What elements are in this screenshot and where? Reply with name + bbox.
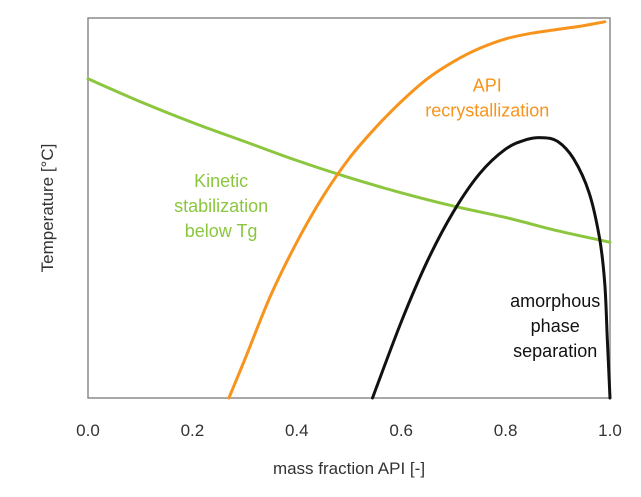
series-line-0 xyxy=(86,77,612,244)
series-line-1 xyxy=(227,20,607,400)
annotation-2-line-1: phase xyxy=(531,316,580,336)
annotation-2-line-0: amorphous xyxy=(510,291,600,311)
x-tick-label: 0.6 xyxy=(389,421,413,440)
x-tick-labels: 0.0 0.2 0.4 0.6 0.8 1.0 xyxy=(76,421,622,440)
x-tick-label: 0.0 xyxy=(76,421,100,440)
annotation-0-line-0: API xyxy=(473,75,502,95)
annotation-layer: API recrystallization Kinetic stabilization… xyxy=(174,75,600,361)
annotation-0-line-1: recrystallization xyxy=(425,100,549,120)
series-line-2 xyxy=(371,136,612,400)
x-tick-label: 0.8 xyxy=(494,421,518,440)
plot-area-frame xyxy=(87,17,611,399)
x-tick-label: 0.2 xyxy=(181,421,205,440)
x-tick-label: 1.0 xyxy=(598,421,622,440)
annotation-1-line-1: stabilization xyxy=(174,196,268,216)
x-tick-label: 0.4 xyxy=(285,421,309,440)
annotation-2-line-2: separation xyxy=(513,341,597,361)
annotation-1-line-0: Kinetic xyxy=(194,171,248,191)
y-axis-title: Temperature [°C] xyxy=(38,144,57,273)
annotation-1-line-2: below Tg xyxy=(185,221,258,241)
x-axis-title: mass fraction API [-] xyxy=(273,459,425,478)
series-layer xyxy=(86,20,612,400)
